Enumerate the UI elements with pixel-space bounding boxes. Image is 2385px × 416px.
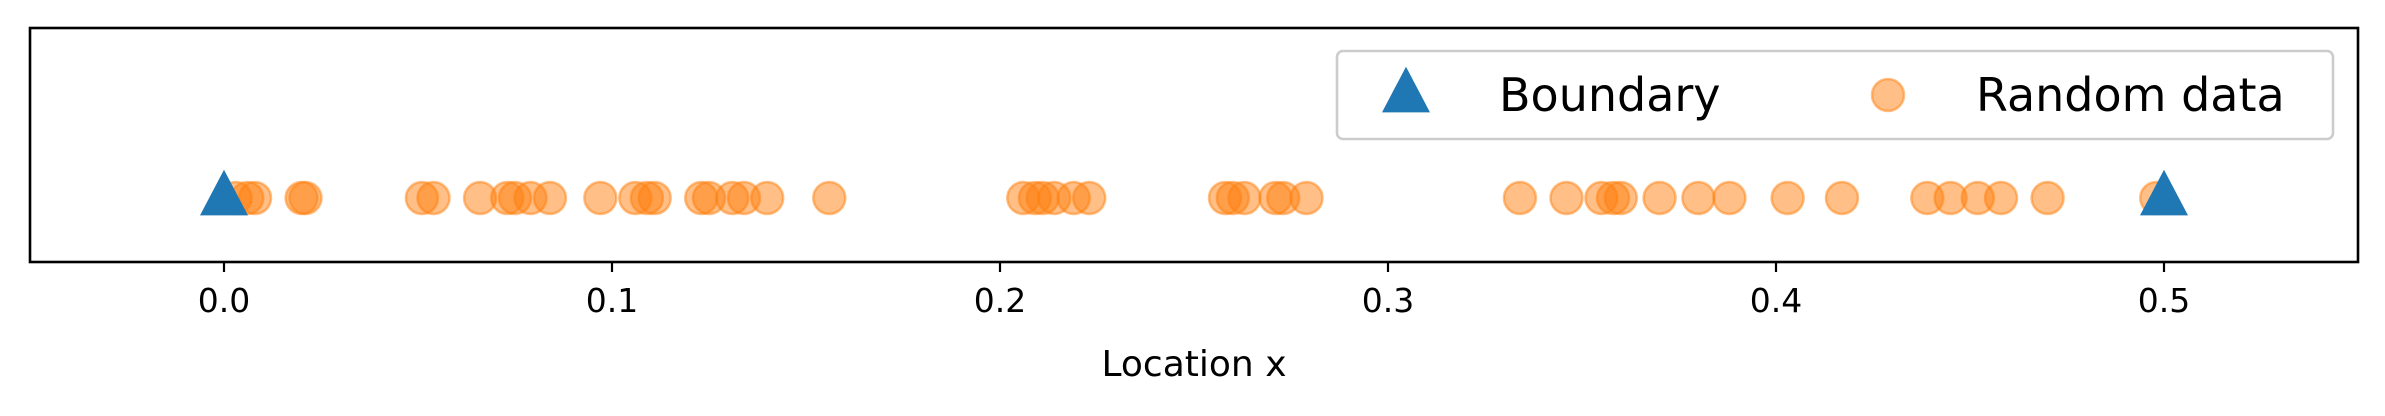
random-data-series (218, 180, 2174, 216)
random-data-point (288, 180, 323, 216)
random-data-point (1289, 180, 1324, 216)
x-tick-label: 0.1 (586, 281, 638, 320)
boundary-point (2140, 169, 2188, 216)
axes-frame (28, 26, 2360, 264)
random-data-point (1824, 180, 1860, 216)
random-data-point (749, 180, 785, 216)
random-data-point (1502, 180, 1538, 216)
random-data-point (1549, 180, 1584, 216)
legend-marker-boundary-triangle-icon (1382, 66, 1430, 113)
legend-marker-random-data-circle-icon (1870, 77, 1906, 113)
random-data-point (812, 180, 847, 216)
random-data-point (1227, 180, 1262, 216)
random-data-point (1642, 180, 1677, 216)
x-tick-label: 0.0 (198, 281, 250, 320)
legend-frame (1335, 49, 2335, 141)
x-tick-label: 0.4 (1750, 281, 1802, 320)
random-data-point (1983, 180, 2019, 216)
x-axis-label: Location x (1101, 344, 1286, 385)
x-tick-label: 0.5 (2138, 281, 2190, 320)
random-data-point (1603, 180, 1639, 216)
random-data-point (532, 180, 568, 216)
legend-label-random-data: Random data (1976, 68, 2285, 122)
x-tick-label: 0.2 (974, 281, 1026, 320)
random-data-point (1712, 180, 1747, 216)
random-data-point (637, 180, 672, 216)
boundary-series (200, 169, 2188, 216)
legend-label-boundary: Boundary (1499, 68, 1721, 122)
random-data-point (2030, 180, 2065, 216)
random-data-point (1071, 180, 1107, 216)
legend: Boundary Random data (1335, 49, 2335, 141)
random-data-point (1681, 180, 1716, 216)
random-data-point (416, 180, 451, 216)
random-data-point (583, 180, 618, 216)
boundary-point (200, 169, 248, 216)
x-axis: 0.0 0.1 0.2 0.3 0.4 0.5 (198, 262, 2190, 320)
plot-area (200, 169, 2188, 216)
random-data-point (1770, 180, 1805, 216)
x-tick-label: 0.3 (1362, 281, 1414, 320)
random-data-point (237, 180, 273, 216)
